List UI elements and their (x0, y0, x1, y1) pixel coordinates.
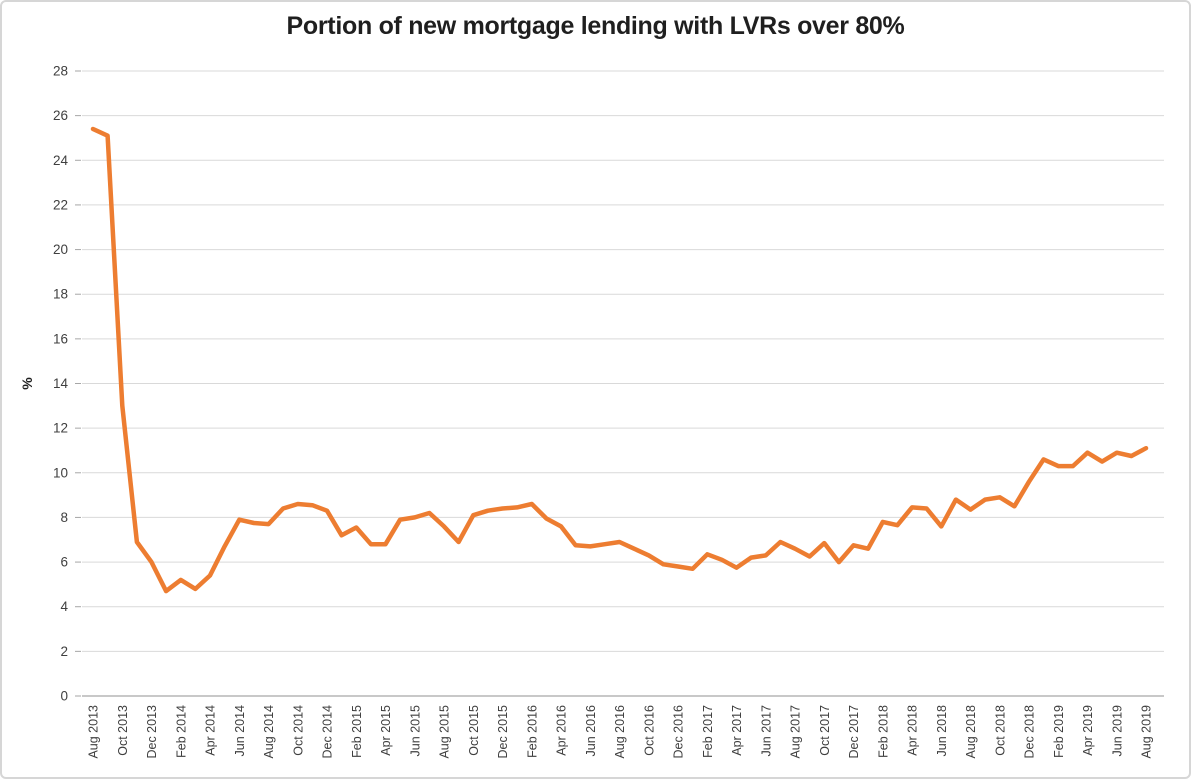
svg-text:Apr 2016: Apr 2016 (555, 705, 569, 756)
svg-text:12: 12 (53, 421, 68, 436)
svg-text:Aug 2015: Aug 2015 (438, 705, 452, 759)
svg-text:28: 28 (53, 64, 68, 79)
svg-text:22: 22 (53, 197, 68, 212)
svg-text:18: 18 (53, 287, 68, 302)
svg-text:Dec 2017: Dec 2017 (847, 705, 861, 759)
svg-text:Oct 2018: Oct 2018 (993, 705, 1007, 756)
svg-text:Oct 2013: Oct 2013 (116, 705, 130, 756)
svg-text:Jun 2019: Jun 2019 (1110, 705, 1124, 756)
svg-text:16: 16 (53, 331, 68, 346)
svg-text:2: 2 (60, 644, 68, 659)
svg-text:Aug 2018: Aug 2018 (964, 705, 978, 759)
svg-text:6: 6 (60, 555, 68, 570)
svg-text:8: 8 (60, 510, 68, 525)
svg-text:Dec 2014: Dec 2014 (321, 705, 335, 759)
svg-text:Aug 2017: Aug 2017 (789, 705, 803, 759)
svg-text:Jun 2016: Jun 2016 (584, 705, 598, 756)
x-axis-labels: Aug 2013 Oct 2013 Dec 2013 Feb 2014 Apr 2014… (87, 705, 1154, 759)
svg-text:14: 14 (53, 376, 69, 391)
svg-text:Aug 2016: Aug 2016 (613, 705, 627, 759)
svg-text:Dec 2016: Dec 2016 (672, 705, 686, 759)
svg-text:20: 20 (53, 242, 68, 257)
svg-text:Feb 2014: Feb 2014 (174, 705, 188, 758)
data-line-series (90, 126, 1149, 594)
svg-text:Oct 2017: Oct 2017 (818, 705, 832, 756)
svg-text:Aug 2013: Aug 2013 (87, 705, 101, 759)
svg-text:Aug 2019: Aug 2019 (1140, 705, 1154, 759)
svg-text:Dec 2013: Dec 2013 (145, 705, 159, 759)
svg-text:Oct 2016: Oct 2016 (642, 705, 656, 756)
svg-text:Jun 2014: Jun 2014 (233, 705, 247, 756)
svg-text:Apr 2015: Apr 2015 (379, 705, 393, 756)
y-axis-title: % (19, 377, 35, 390)
svg-text:Jun 2015: Jun 2015 (408, 705, 422, 756)
svg-text:Feb 2017: Feb 2017 (701, 705, 715, 758)
svg-text:4: 4 (60, 599, 68, 614)
svg-text:Oct 2014: Oct 2014 (291, 705, 305, 756)
svg-text:Jun 2017: Jun 2017 (759, 705, 773, 756)
svg-text:Jun 2018: Jun 2018 (935, 705, 949, 756)
svg-text:Apr 2018: Apr 2018 (906, 705, 920, 756)
svg-text:Apr 2017: Apr 2017 (730, 705, 744, 756)
svg-text:Feb 2015: Feb 2015 (350, 705, 364, 758)
svg-text:Feb 2016: Feb 2016 (525, 705, 539, 758)
svg-text:24: 24 (53, 153, 69, 168)
svg-text:26: 26 (53, 108, 68, 123)
svg-text:Dec 2018: Dec 2018 (1023, 705, 1037, 759)
svg-text:Aug 2014: Aug 2014 (262, 705, 276, 759)
y-axis-ticks (75, 70, 81, 697)
gridlines (82, 70, 1164, 652)
svg-text:Apr 2019: Apr 2019 (1081, 705, 1095, 756)
svg-text:Oct 2015: Oct 2015 (467, 705, 481, 756)
svg-text:Feb 2019: Feb 2019 (1052, 705, 1066, 758)
chart-title: Portion of new mortgage lending with LVR… (286, 12, 905, 40)
svg-text:Apr 2014: Apr 2014 (204, 705, 218, 756)
svg-text:Feb 2018: Feb 2018 (876, 705, 890, 758)
svg-text:10: 10 (53, 465, 68, 480)
svg-text:0: 0 (60, 689, 68, 704)
svg-text:Dec 2015: Dec 2015 (496, 705, 510, 759)
